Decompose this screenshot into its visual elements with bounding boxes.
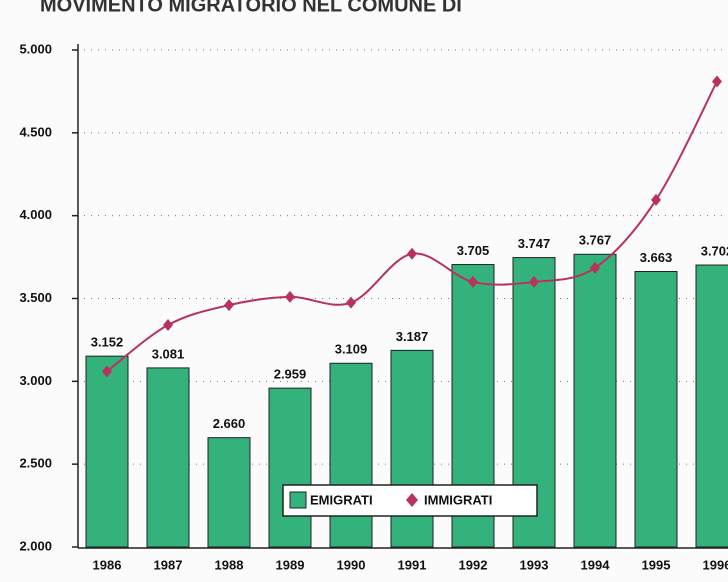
bar xyxy=(86,356,128,547)
chart: MOVIMENTO MIGRATORIO NEL COMUNE DI 2.000… xyxy=(0,0,728,582)
bar xyxy=(635,271,677,547)
value-label: 3.081 xyxy=(152,346,185,361)
value-label: 3.767 xyxy=(579,233,612,248)
bar xyxy=(574,254,616,547)
value-label: 3.152 xyxy=(91,335,124,350)
bar xyxy=(208,438,250,547)
x-tick-label: 1988 xyxy=(215,557,244,572)
x-tick-label: 1991 xyxy=(398,557,427,572)
x-tick-label: 1990 xyxy=(337,557,366,572)
value-label: 3.702 xyxy=(701,243,728,258)
value-label: 3.747 xyxy=(518,236,551,251)
x-tick-label: 1993 xyxy=(520,557,549,572)
value-label: 2.959 xyxy=(274,367,307,382)
bar xyxy=(147,368,189,547)
y-tick-label: 2.500 xyxy=(19,456,52,471)
bar xyxy=(391,350,433,547)
marker xyxy=(407,248,417,260)
marker xyxy=(285,291,295,303)
marker xyxy=(712,75,722,87)
value-label: 3.109 xyxy=(335,342,368,357)
x-tick-label: 1995 xyxy=(642,557,671,572)
value-label: 3.187 xyxy=(396,329,429,344)
marker xyxy=(224,299,234,311)
y-tick-label: 4.500 xyxy=(19,124,52,139)
legend-label: EMIGRATI xyxy=(310,492,373,507)
bar xyxy=(330,363,372,547)
y-tick-label: 3.500 xyxy=(19,290,52,305)
value-label: 3.663 xyxy=(640,250,673,265)
x-tick-label: 1996 xyxy=(703,557,728,572)
marker xyxy=(346,297,356,309)
value-label: 3.705 xyxy=(457,243,490,258)
y-tick-label: 4.000 xyxy=(19,207,52,222)
chart-title: MOVIMENTO MIGRATORIO NEL COMUNE DI xyxy=(40,0,462,16)
x-tick-label: 1992 xyxy=(459,557,488,572)
x-tick-label: 1989 xyxy=(276,557,305,572)
y-tick-label: 3.000 xyxy=(19,373,52,388)
marker xyxy=(163,319,173,331)
bar xyxy=(696,265,728,547)
legend-swatch xyxy=(290,492,306,508)
value-label: 2.660 xyxy=(213,416,246,431)
x-tick-label: 1987 xyxy=(154,557,183,572)
x-tick-label: 1994 xyxy=(581,557,611,572)
y-tick-label: 5.000 xyxy=(19,41,52,56)
y-tick-label: 2.000 xyxy=(19,538,52,553)
x-tick-label: 1986 xyxy=(93,557,122,572)
bar xyxy=(269,388,311,547)
legend-label: IMMIGRATI xyxy=(424,492,492,507)
